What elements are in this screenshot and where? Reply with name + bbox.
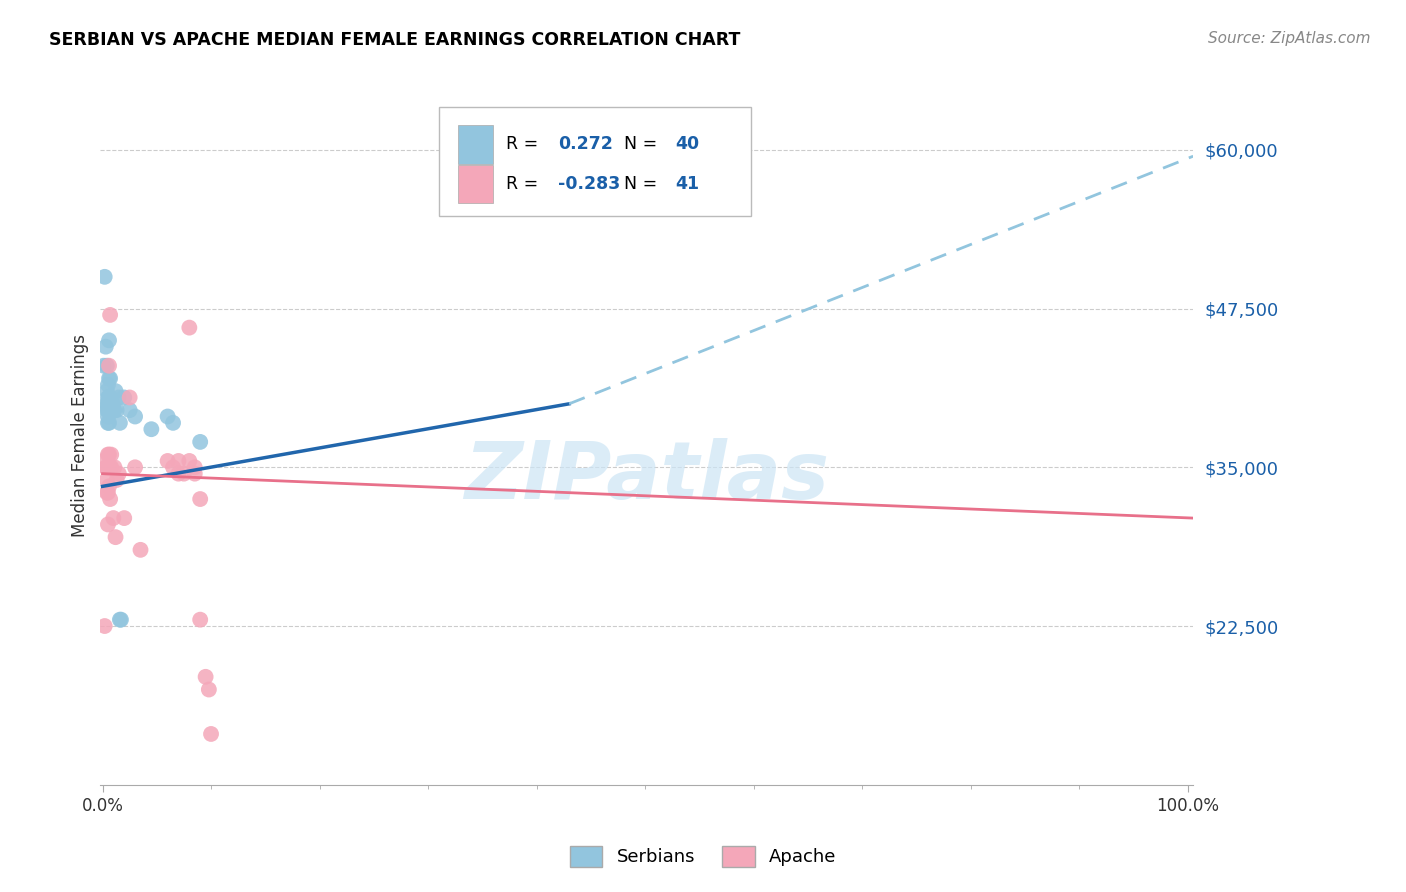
Point: [98, 403, 121, 417]
Legend: Serbians, Apache: Serbians, Apache: [562, 838, 844, 874]
Point: [96, 473, 118, 487]
Point: [184, 460, 207, 475]
Point: [173, 467, 195, 481]
Point: [98, 308, 121, 322]
Point: [198, 682, 221, 697]
Point: [179, 320, 201, 334]
Point: [98, 403, 121, 417]
Point: [97, 377, 120, 392]
Text: 40: 40: [675, 136, 699, 153]
Point: [105, 473, 128, 487]
Point: [98, 391, 121, 405]
Point: [156, 454, 179, 468]
Bar: [458, 125, 492, 163]
Text: R =: R =: [506, 136, 544, 153]
Point: [112, 391, 135, 405]
Point: [110, 613, 132, 627]
Point: [103, 511, 125, 525]
Point: [93, 359, 115, 373]
Point: [141, 422, 163, 436]
Point: [97, 448, 120, 462]
Point: [188, 434, 211, 449]
Point: [179, 454, 201, 468]
Point: [97, 391, 120, 405]
Point: [98, 371, 121, 385]
Point: [98, 448, 121, 462]
Y-axis label: Median Female Earnings: Median Female Earnings: [72, 334, 89, 537]
Point: [103, 403, 125, 417]
Point: [97, 397, 120, 411]
Point: [118, 391, 141, 405]
Point: [104, 384, 127, 398]
Point: [129, 542, 152, 557]
Point: [96, 359, 118, 373]
Text: N =: N =: [613, 175, 662, 194]
Point: [98, 416, 121, 430]
Point: [156, 409, 179, 424]
Text: -0.283: -0.283: [558, 175, 620, 194]
Point: [93, 454, 115, 468]
Point: [98, 371, 121, 385]
Point: [124, 409, 146, 424]
Point: [98, 491, 121, 506]
Text: SERBIAN VS APACHE MEDIAN FEMALE EARNINGS CORRELATION CHART: SERBIAN VS APACHE MEDIAN FEMALE EARNINGS…: [49, 31, 741, 49]
Point: [100, 397, 122, 411]
Point: [188, 491, 211, 506]
Point: [100, 448, 122, 462]
Point: [108, 416, 131, 430]
Point: [96, 403, 118, 417]
Point: [98, 359, 121, 373]
Point: [97, 416, 120, 430]
Text: 41: 41: [675, 175, 699, 194]
Point: [94, 460, 117, 475]
Point: [101, 397, 124, 411]
Text: 0.272: 0.272: [558, 136, 613, 153]
Point: [97, 403, 120, 417]
FancyBboxPatch shape: [439, 107, 751, 216]
Point: [97, 485, 120, 500]
Point: [96, 384, 118, 398]
Point: [100, 460, 122, 475]
Point: [112, 511, 135, 525]
Point: [167, 454, 190, 468]
Point: [103, 460, 125, 475]
Point: [97, 409, 120, 424]
Point: [98, 397, 121, 411]
Point: [97, 517, 120, 532]
Point: [184, 467, 207, 481]
Point: [200, 727, 222, 741]
Text: Source: ZipAtlas.com: Source: ZipAtlas.com: [1208, 31, 1371, 46]
Point: [162, 416, 184, 430]
Point: [162, 460, 184, 475]
Bar: [458, 165, 492, 203]
Point: [194, 670, 217, 684]
Point: [98, 479, 121, 493]
Point: [96, 397, 118, 411]
Point: [96, 485, 118, 500]
Point: [167, 467, 190, 481]
Point: [97, 460, 120, 475]
Point: [98, 391, 121, 405]
Point: [98, 460, 121, 475]
Text: ZIPatlas: ZIPatlas: [464, 439, 830, 516]
Point: [93, 619, 115, 633]
Point: [107, 467, 129, 481]
Point: [124, 460, 146, 475]
Point: [105, 403, 128, 417]
Point: [103, 403, 125, 417]
Point: [98, 334, 121, 348]
Point: [188, 613, 211, 627]
Point: [108, 613, 131, 627]
Point: [93, 269, 115, 284]
Point: [98, 397, 121, 411]
Text: N =: N =: [613, 136, 662, 153]
Point: [96, 460, 118, 475]
Point: [107, 391, 129, 405]
Text: R =: R =: [506, 175, 544, 194]
Point: [118, 403, 141, 417]
Point: [104, 530, 127, 544]
Point: [94, 340, 117, 354]
